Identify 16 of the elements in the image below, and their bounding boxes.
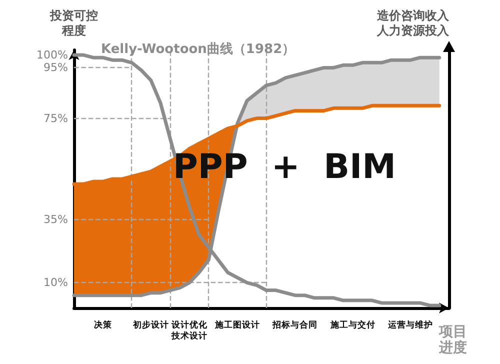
y-tick-label: 10% bbox=[44, 276, 68, 290]
y-axis-title: 投资可控程度 bbox=[49, 8, 98, 38]
y-tick-label: 35% bbox=[44, 212, 68, 226]
y-tick-label: 95% bbox=[44, 61, 68, 74]
x-tick-label: 设计优化技术设计 bbox=[170, 320, 208, 342]
x-tick-label: 招标与合同 bbox=[272, 320, 318, 330]
x-tick-label: 初步设计 bbox=[132, 320, 169, 330]
y2-axis-title: 造价咨询收入人力资源投入 bbox=[376, 8, 450, 38]
x-tick-label: 施工图设计 bbox=[214, 320, 260, 330]
x-tick-label: 施工与交付 bbox=[329, 320, 376, 330]
y-tick-label: 100% bbox=[36, 48, 68, 62]
y-tick-label: 75% bbox=[44, 112, 68, 125]
x-tick-label: 运营与维护 bbox=[387, 320, 434, 330]
chart-title: Kelly-Wootoon曲线（1982） bbox=[101, 42, 296, 57]
x-axis-title: 项目进度 bbox=[438, 324, 467, 356]
x-tick-label: 决策 bbox=[94, 320, 113, 330]
